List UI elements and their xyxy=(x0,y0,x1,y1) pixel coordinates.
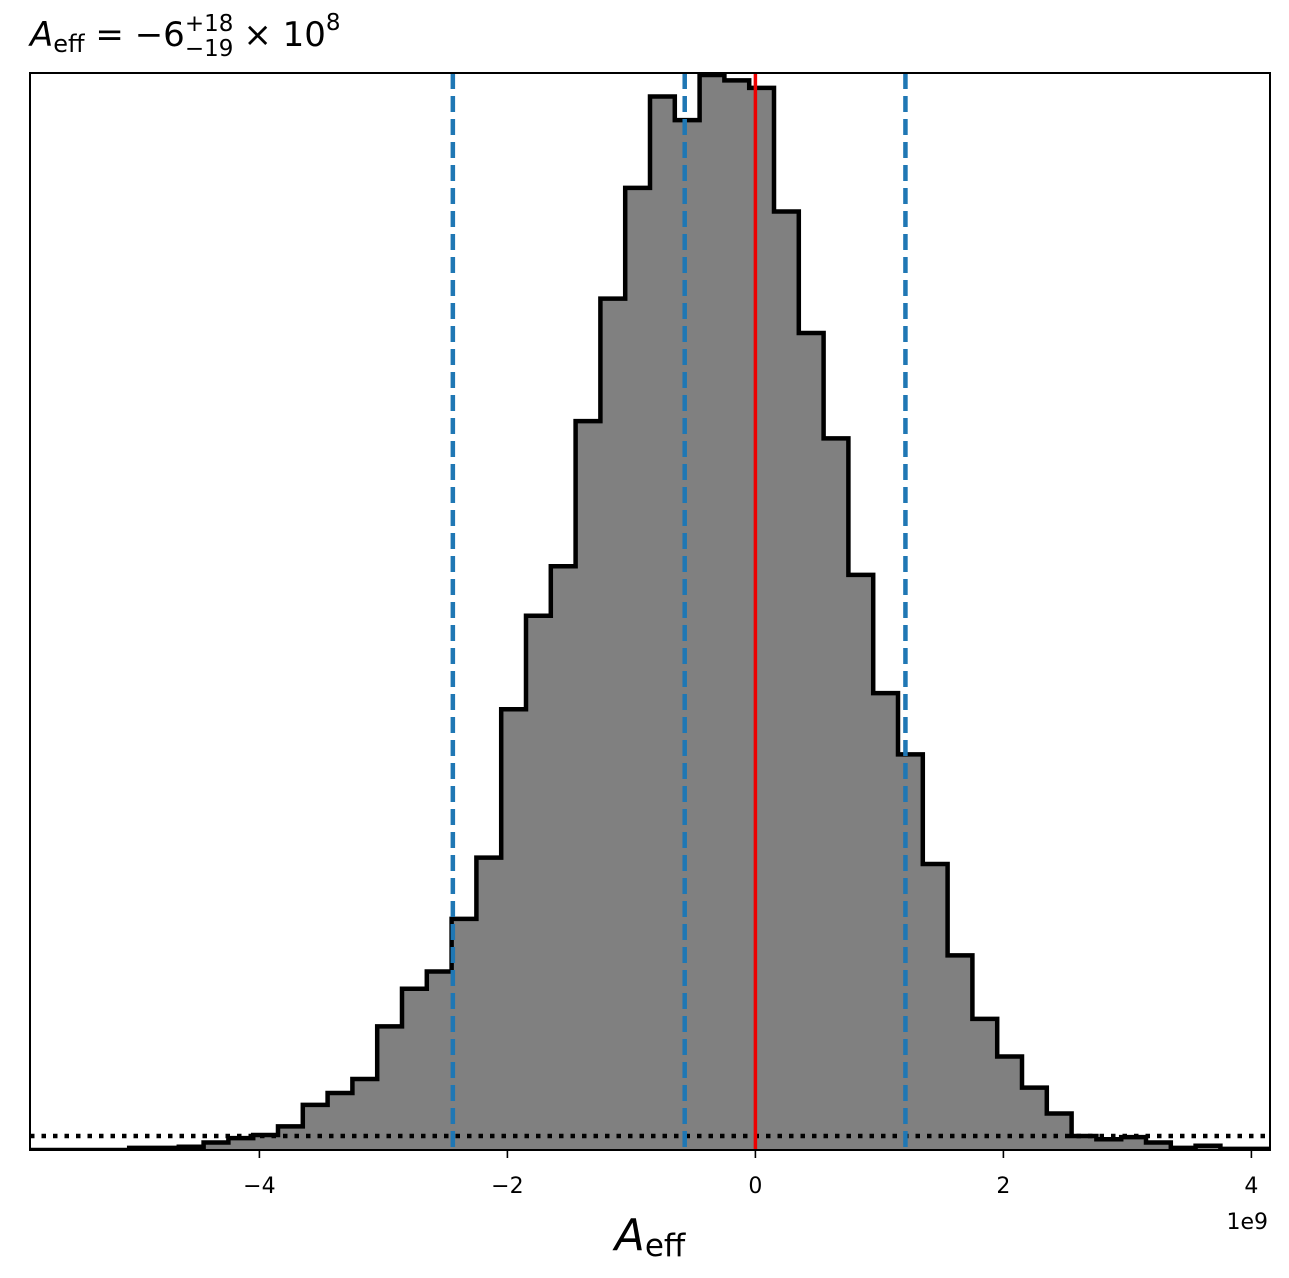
chart-title: Aeff = −6+18 −19 × 108 xyxy=(28,10,341,62)
histogram-bar xyxy=(922,864,949,1150)
x-tick-label: 4 xyxy=(1244,1174,1258,1199)
histogram-bar xyxy=(377,1026,403,1150)
title-rhs-sub: −19 xyxy=(185,36,234,62)
histogram-bar xyxy=(898,754,924,1150)
x-ticks: −4 −2 0 2 4 xyxy=(243,1150,1258,1199)
histogram-bar xyxy=(302,1104,329,1150)
x-axis-label: Aeff xyxy=(612,1210,686,1264)
histogram-bar xyxy=(699,75,725,1150)
histogram-bar xyxy=(1096,1139,1122,1150)
histogram-bar xyxy=(526,615,552,1150)
histogram-bar xyxy=(476,857,502,1150)
x-tick-label: −4 xyxy=(243,1174,275,1199)
histogram-bar xyxy=(1046,1113,1073,1150)
histogram-bar xyxy=(774,211,800,1150)
title-rhs-value: −6 xyxy=(135,15,185,55)
histogram-bar xyxy=(848,574,874,1150)
histogram-bar xyxy=(947,955,973,1150)
histogram-bar xyxy=(674,120,701,1150)
plot-area xyxy=(30,73,1270,1150)
histogram-bar xyxy=(451,918,477,1150)
histogram-bar xyxy=(798,333,825,1150)
title-rhs-exp: 8 xyxy=(326,10,341,36)
histogram-bar xyxy=(278,1126,304,1150)
histogram-bar xyxy=(600,298,626,1150)
histogram-bar xyxy=(203,1142,229,1150)
histogram-bar xyxy=(228,1138,254,1150)
histogram-bar xyxy=(873,693,899,1150)
histogram-bar xyxy=(823,438,849,1150)
x-tick-label: 0 xyxy=(748,1174,762,1199)
histogram-bar xyxy=(352,1079,378,1150)
axes-frame xyxy=(29,72,1271,1151)
histogram-bar xyxy=(253,1134,279,1150)
title-rhs-sup: +18 xyxy=(185,11,234,37)
title-lhs-symbol: A xyxy=(28,15,53,55)
histogram-outline xyxy=(30,73,1270,1150)
histogram-bars xyxy=(129,75,1270,1150)
x-tick-label: −2 xyxy=(491,1174,523,1199)
histogram-bar xyxy=(402,988,428,1150)
histogram-bar xyxy=(1071,1136,1097,1150)
histogram-bar xyxy=(1146,1142,1172,1150)
histogram-bar xyxy=(1022,1087,1048,1150)
histogram-bar xyxy=(972,1018,998,1150)
xlabel-subscript: eff xyxy=(645,1228,686,1264)
histogram-bar xyxy=(724,80,750,1150)
histogram-bar xyxy=(1121,1137,1147,1150)
histogram-bar xyxy=(550,566,577,1150)
xlabel-symbol: A xyxy=(612,1210,645,1261)
x-offset-label: 1e9 xyxy=(1226,1210,1268,1235)
histogram-bar xyxy=(327,1093,353,1150)
histogram-bar xyxy=(426,971,453,1150)
title-lhs-subscript: eff xyxy=(53,30,85,58)
histogram-bar xyxy=(650,96,676,1150)
x-tick-label: 2 xyxy=(996,1174,1010,1199)
title-rhs-factor: × 10 xyxy=(243,15,326,55)
histogram-bar xyxy=(501,709,527,1150)
histogram-bar xyxy=(575,421,601,1150)
histogram-bar xyxy=(625,187,651,1150)
quantile-lines xyxy=(450,73,908,1150)
histogram-bar xyxy=(749,87,775,1150)
